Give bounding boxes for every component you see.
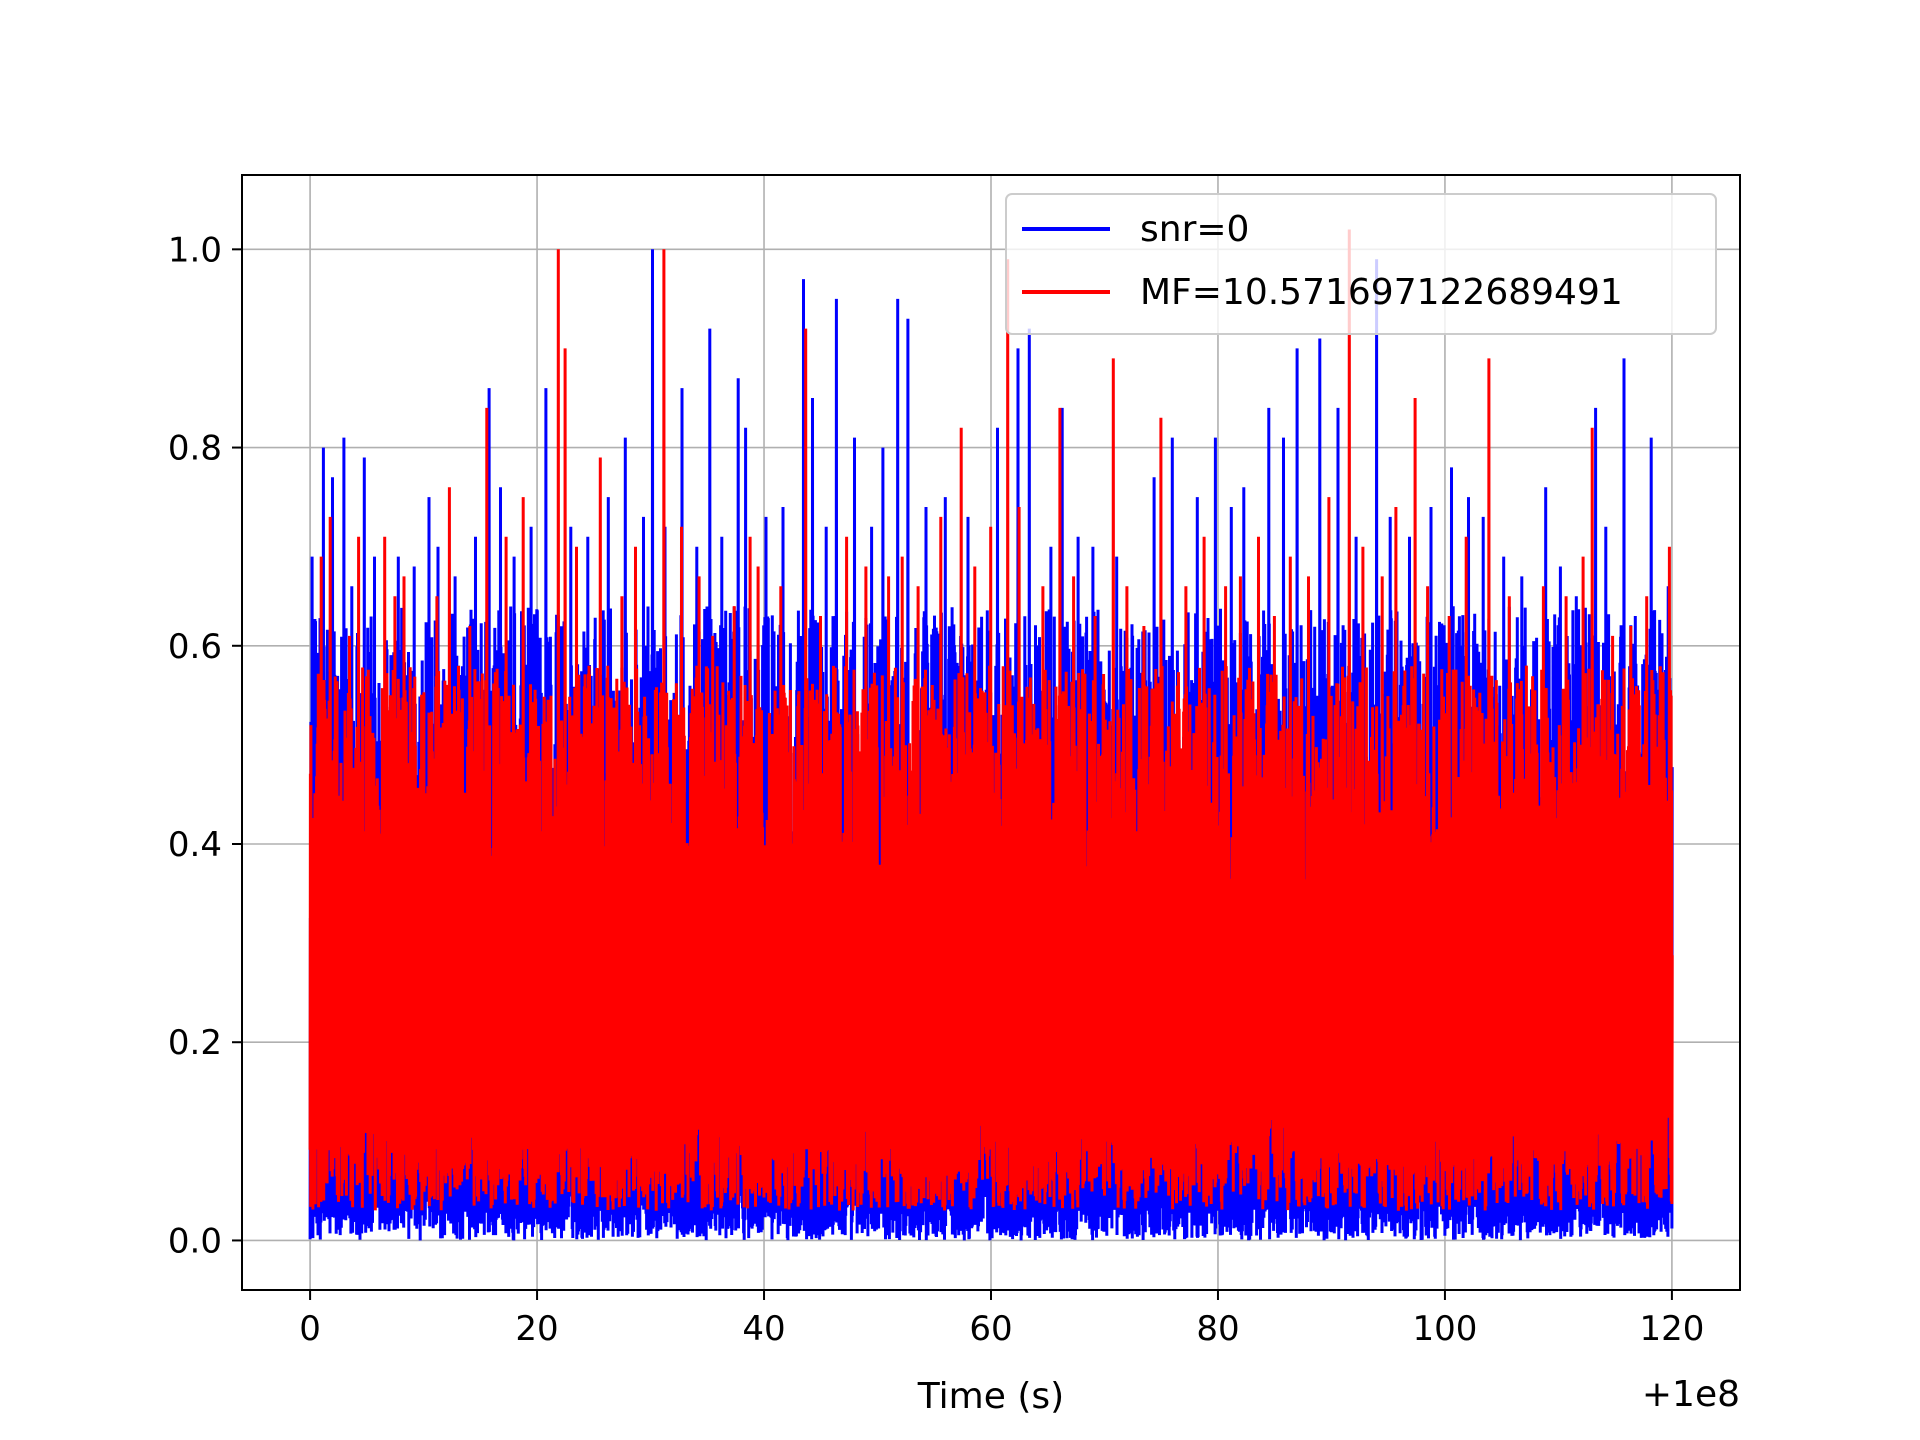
- series-layer: [308, 229, 1674, 1241]
- y-tick-label: 0.2: [168, 1023, 222, 1063]
- legend-label-snr: snr=0: [1140, 209, 1249, 250]
- x-tick-label: 40: [742, 1309, 785, 1349]
- x-axis-label: Time (s): [917, 1376, 1064, 1417]
- legend: snr=0 MF=10.571697122689491: [1005, 193, 1717, 335]
- x-tick-label: 60: [969, 1309, 1012, 1349]
- x-tick-label: 80: [1196, 1309, 1239, 1349]
- y-tick-label: 1.0: [168, 230, 222, 270]
- y-tick-label: 0.4: [168, 825, 222, 865]
- x-tick-label: 20: [515, 1309, 558, 1349]
- series-line-mf: [308, 229, 1674, 1211]
- x-offset-label: +1e8: [1642, 1374, 1740, 1415]
- legend-box: [1005, 193, 1717, 335]
- legend-label-mf: MF=10.571697122689491: [1140, 272, 1623, 313]
- ticks: 0 20 40 60 80 100 120 0.0 0.2 0.4 0.6 0.8 1.0: [168, 230, 1704, 1349]
- x-tick-label: 100: [1412, 1309, 1477, 1349]
- x-tick-label: 120: [1639, 1309, 1704, 1349]
- y-tick-label: 0.8: [168, 429, 222, 469]
- y-tick-label: 0.6: [168, 627, 222, 667]
- x-tick-label: 0: [299, 1309, 321, 1349]
- y-tick-label: 0.0: [168, 1221, 222, 1261]
